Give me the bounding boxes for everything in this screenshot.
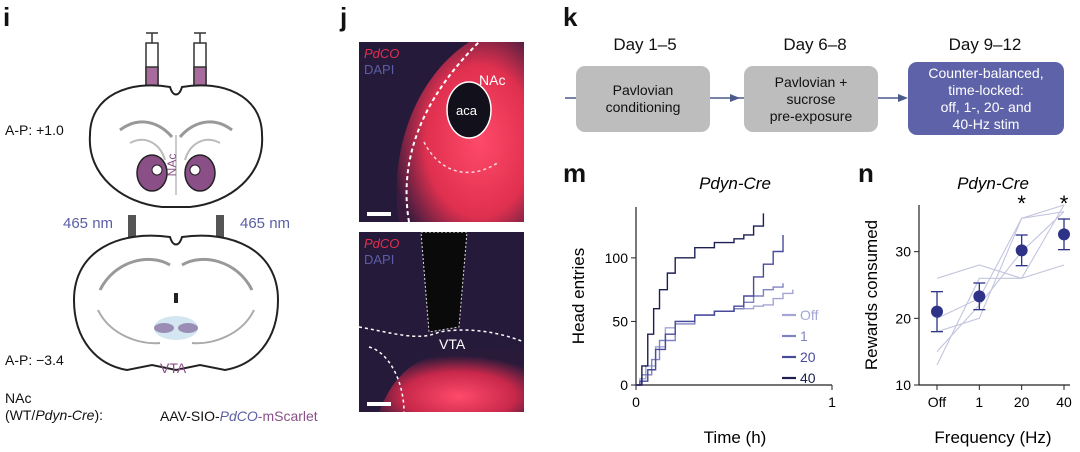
chart-n-individual-line (936, 211, 1065, 333)
chart-head-entries: Pdyn-Cre 0 50 100 0 1 Time (h) Head entries Off 1… (569, 174, 836, 447)
chart-n-significance-marker: * (1017, 191, 1026, 216)
vta-schematic-label: VTA (160, 360, 187, 376)
chart-n-individual-line (936, 264, 1065, 279)
day-label-3: Day 9–12 (948, 35, 1022, 54)
chart-n-mean-point (973, 290, 986, 303)
chart-n-ytick-label: 10 (895, 377, 911, 393)
virus-prefix: AAV-SIO- (160, 408, 220, 424)
coronal-section-vta-icon (72, 234, 280, 372)
box3-line1: Counter-balanced, (928, 64, 1044, 81)
chart-n-xtick-label: 20 (1014, 394, 1030, 410)
region-nac-label: NAc (479, 72, 506, 88)
chart-m-ytick-label: 0 (620, 377, 628, 393)
ap-top-label: A-P: +1.0 (5, 122, 64, 138)
timeline-box-2: Pavlovian + sucrose pre-exposure (744, 66, 878, 132)
genotype-italic: Pdyn-Cre (35, 407, 95, 423)
coronal-section-nac-icon (88, 84, 264, 208)
region-aca-label: aca (456, 103, 477, 118)
genotype-line2: (WT/Pdyn-Cre): (5, 407, 103, 424)
chart-m-legend-label: Off (800, 307, 819, 323)
chart-m-series-20 (636, 234, 784, 386)
chart-m-ytick-label: 100 (605, 250, 629, 266)
stain-dapi-bottom: DAPI (364, 252, 395, 267)
box2-line3: pre-exposure (769, 107, 853, 124)
chart-n-xtick-label: 1 (975, 394, 983, 410)
genotype-line1: NAc (5, 390, 32, 406)
chart-rewards: Pdyn-Cre 10 20 30 Off 1 20 40 Frequency (Hz) Rewa… (862, 174, 1072, 447)
chart-m-xtick-label: 0 (632, 394, 640, 410)
chart-n-xtick-label: 40 (1056, 394, 1072, 410)
ap-bottom-label: A-P: −3.4 (5, 352, 64, 368)
brain-schematic: NAc (72, 32, 280, 372)
day-label-1: Day 1–5 (613, 35, 677, 54)
chart-m-xlabel: Time (h) (704, 428, 767, 447)
chart-m-series-40 (636, 213, 765, 386)
wavelength-left-label: 465 nm (63, 215, 114, 232)
panel-label-i: i (3, 2, 11, 32)
chart-m-legend-label: 1 (800, 328, 808, 344)
genotype-prefix: (WT/ (5, 407, 36, 423)
stain-dapi-top: DAPI (364, 62, 395, 77)
box2-line1: Pavlovian + (774, 73, 848, 90)
box1-line1: Pavlovian (612, 82, 674, 98)
panel-label-k: k (563, 2, 578, 32)
box1-line2: conditioning (605, 99, 681, 115)
chart-n-ytick-label: 30 (895, 244, 911, 260)
box3-line4: 40-Hz stim (952, 115, 1020, 132)
chart-n-title: Pdyn-Cre (957, 174, 1029, 193)
virus-suffix: -mScarlet (257, 408, 318, 424)
box2-line2: sucrose (786, 90, 836, 107)
stain-pdco-top: PdCO (364, 46, 400, 61)
chart-n-xtick-label: Off (928, 394, 947, 410)
chart-m-ytick-label: 50 (612, 313, 628, 329)
chart-n-xlabel: Frequency (Hz) (934, 428, 1051, 447)
timeline-box-1: Pavlovian conditioning (576, 66, 710, 132)
genotype-label: NAc (WT/Pdyn-Cre): (5, 390, 103, 424)
box3-line3: off, 1-, 20- and (940, 98, 1032, 115)
nac-schematic-label: NAc (165, 154, 179, 177)
micrograph-vta: PdCO DAPI VTA (359, 232, 524, 412)
panel-label-n: n (858, 158, 874, 188)
chart-m-legend-label: 40 (800, 370, 816, 386)
virus-label: AAV-SIO-PdCO-mScarlet (160, 408, 318, 424)
wavelength-right-label: 465 nm (240, 215, 291, 232)
chart-n-significance-marker: * (1060, 191, 1069, 216)
chart-n-ylabel: Rewards consumed (862, 220, 881, 370)
chart-n-mean-point (1058, 228, 1070, 241)
chart-m-legend-label: 20 (800, 349, 816, 365)
timeline-box-3: Counter-balanced, time-locked: off, 1-, 20… (908, 62, 1064, 135)
region-vta-label: VTA (439, 336, 466, 352)
chart-m-ylabel: Head entries (569, 248, 588, 344)
chart-n-individual-line (936, 204, 1065, 319)
chart-n-individual-line (936, 211, 1065, 353)
panel-label-j: j (340, 2, 348, 32)
virus-italic: PdCO (219, 408, 258, 424)
micrograph-nac: PdCO DAPI NAc aca (359, 42, 524, 222)
genotype-suffix: ): (94, 407, 104, 423)
chart-m-title: Pdyn-Cre (699, 174, 771, 193)
chart-m-xtick-label: 1 (828, 394, 836, 410)
box3-line2: time-locked: (948, 81, 1024, 98)
stain-pdco-bottom: PdCO (364, 236, 400, 251)
panel-label-m: m (563, 158, 587, 188)
chart-n-mean-point (1015, 244, 1028, 257)
day-label-2: Day 6–8 (783, 35, 847, 54)
chart-n-ytick-label: 20 (895, 310, 911, 326)
chart-n-mean-point (931, 305, 943, 318)
chart-m-series-1 (636, 283, 784, 386)
